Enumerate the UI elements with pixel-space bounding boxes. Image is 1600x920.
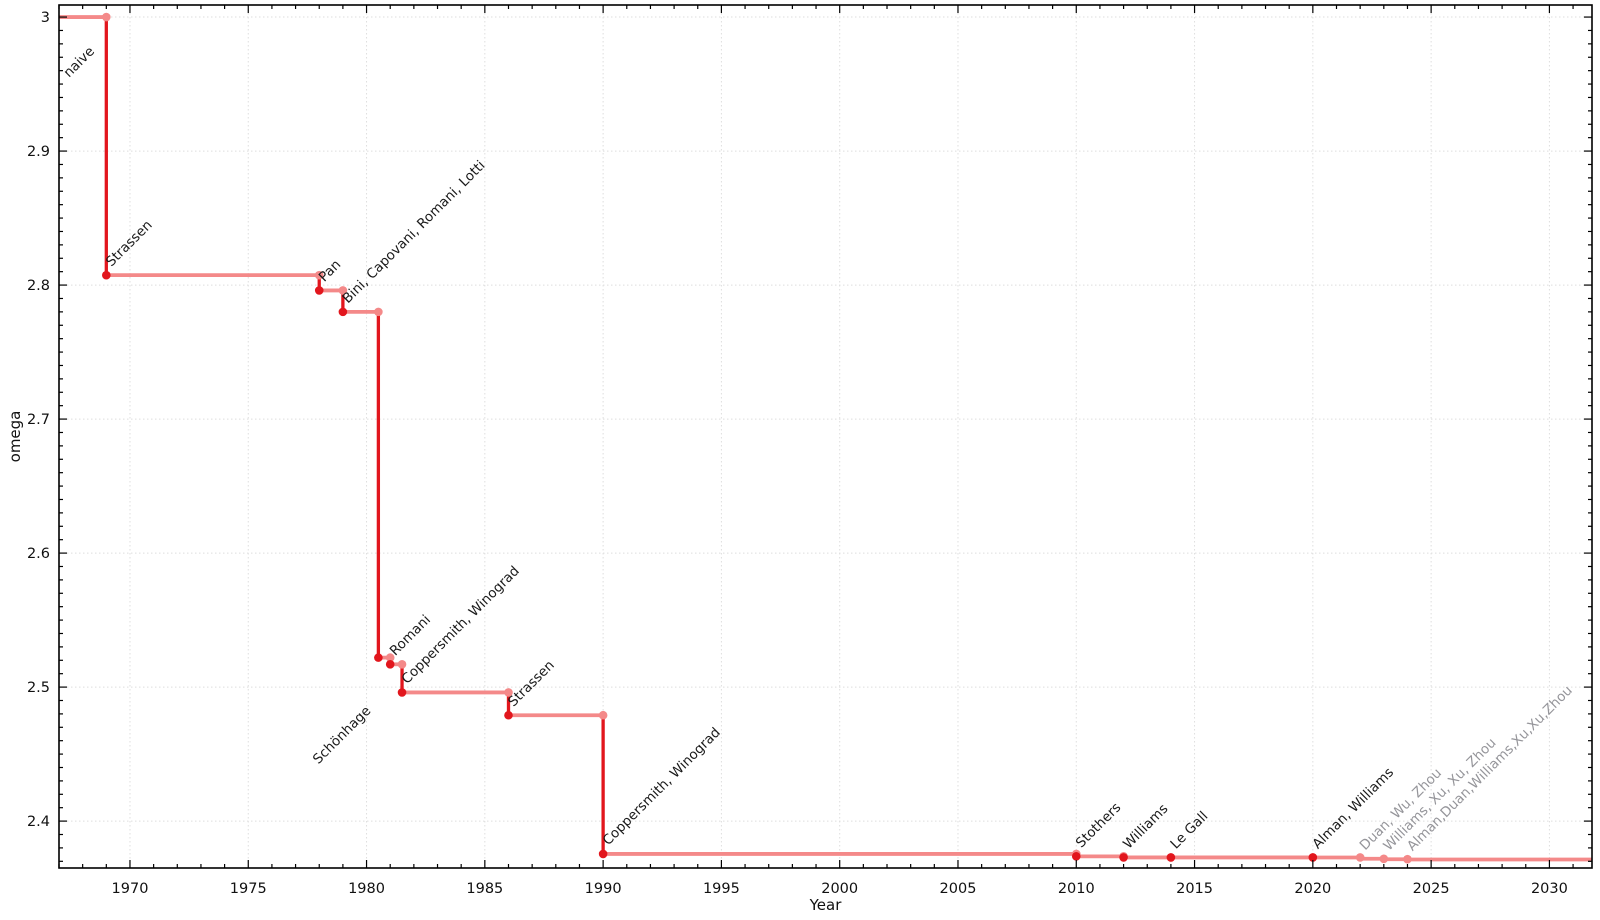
- corner-marker: [1355, 853, 1365, 862]
- y-axis-tick-label: 2.6: [27, 546, 50, 562]
- x-axis-tick-label: 2000: [821, 881, 858, 897]
- y-axis-tick-label: 2.4: [27, 814, 50, 830]
- x-axis-tick-label: 1985: [466, 881, 503, 897]
- data-point-marker: [374, 653, 383, 662]
- corner-marker: [314, 270, 324, 280]
- x-axis-title: Year: [809, 896, 843, 914]
- data-point-marker: [598, 849, 608, 859]
- y-axis-tick-label: 3: [41, 10, 50, 26]
- plot-border: [58, 4, 1593, 869]
- corner-marker: [1379, 854, 1389, 864]
- x-axis-tick-label: 2010: [1058, 881, 1095, 897]
- x-axis-tick-label: 2025: [1413, 881, 1450, 897]
- x-axis-tick-label: 2030: [1531, 881, 1568, 897]
- x-axis-tick-label: 2020: [1294, 881, 1331, 897]
- data-point-marker: [1119, 853, 1128, 862]
- data-point-marker: [1166, 853, 1176, 862]
- x-axis-tick-label: 1995: [703, 881, 740, 897]
- data-point-marker: [1071, 852, 1081, 861]
- x-axis-tick-label: 1980: [348, 881, 385, 897]
- data-point-marker: [314, 286, 324, 295]
- data-point-marker: [504, 710, 513, 720]
- x-axis-tick-label: 1970: [112, 881, 149, 897]
- data-point-marker: [385, 660, 395, 669]
- y-axis-tick-label: 2.5: [27, 680, 50, 696]
- corner-marker: [1403, 854, 1412, 864]
- corner-marker: [397, 660, 407, 669]
- corner-marker: [338, 286, 348, 295]
- y-axis-tick-label: 2.8: [27, 278, 50, 294]
- data-point-marker: [338, 307, 348, 317]
- corner-marker: [598, 710, 608, 720]
- data-point-marker: [397, 688, 407, 697]
- data-point-marker: [1308, 853, 1318, 862]
- y-axis-tick-label: 2.9: [27, 144, 50, 160]
- corner-marker: [374, 307, 383, 317]
- corner-marker: [102, 12, 111, 22]
- x-axis-tick-label: 2015: [1176, 881, 1213, 897]
- x-axis-tick-label: 1975: [230, 881, 267, 897]
- corner-marker: [504, 688, 513, 697]
- data-point-marker: [102, 270, 111, 280]
- y-axis-tick-label: 2.7: [27, 412, 50, 428]
- y-axis-title: omega: [6, 411, 24, 463]
- corner-marker: [385, 653, 395, 662]
- x-axis-tick-label: 2005: [940, 881, 977, 897]
- x-axis-tick-label: 1990: [585, 881, 622, 897]
